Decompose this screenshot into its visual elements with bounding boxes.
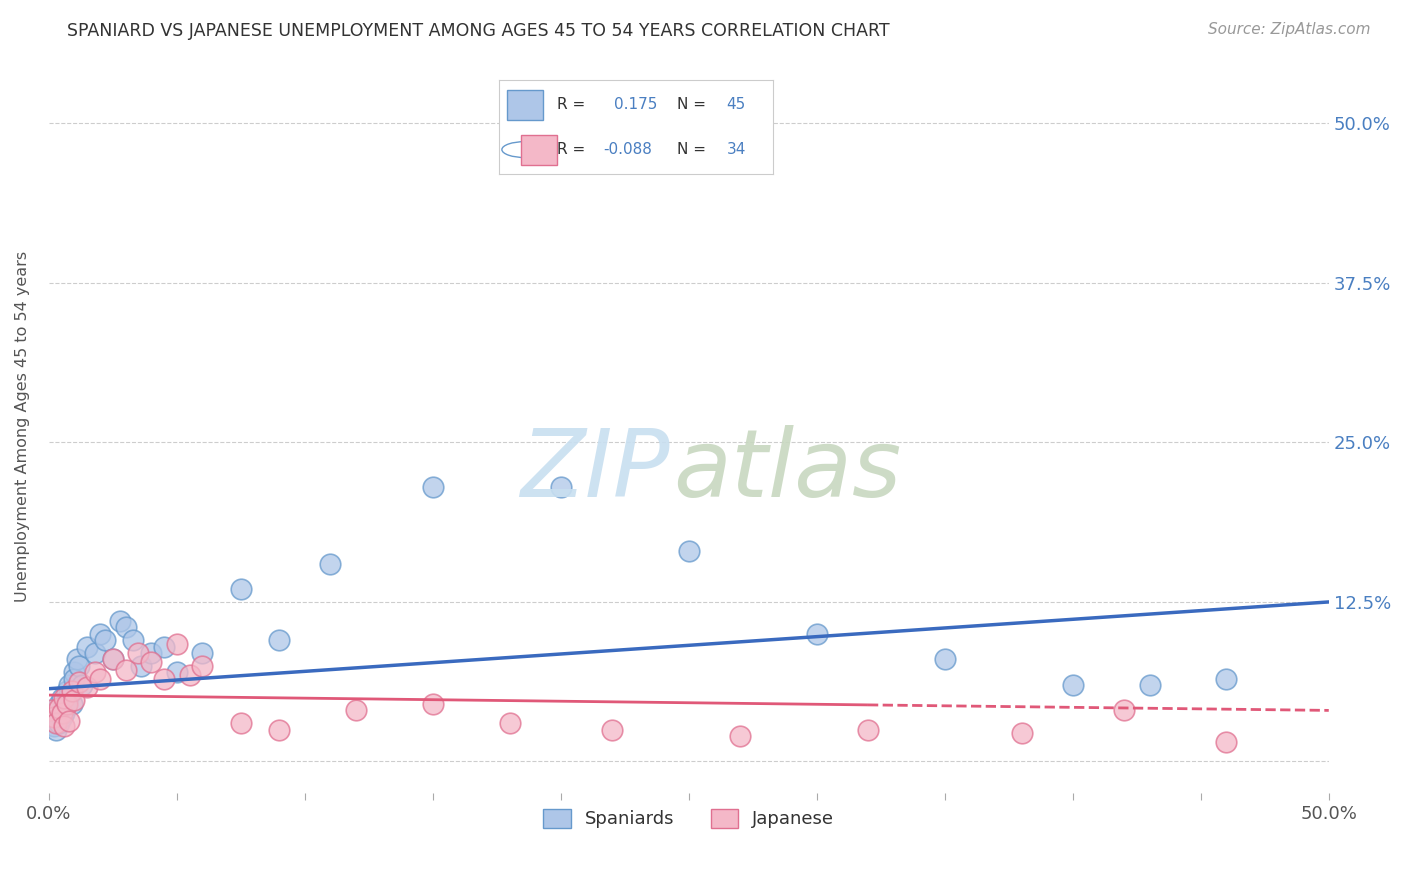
Point bbox=[678, 544, 700, 558]
Point bbox=[319, 557, 342, 571]
Point bbox=[76, 681, 98, 695]
Point bbox=[166, 637, 188, 651]
Point bbox=[127, 646, 149, 660]
Text: Source: ZipAtlas.com: Source: ZipAtlas.com bbox=[1208, 22, 1371, 37]
Point bbox=[1139, 678, 1161, 692]
Point bbox=[83, 646, 105, 660]
Point bbox=[422, 480, 444, 494]
Point bbox=[53, 690, 76, 705]
Point bbox=[122, 633, 145, 648]
Text: -0.088: -0.088 bbox=[603, 142, 652, 157]
Point bbox=[70, 678, 93, 692]
Point bbox=[269, 633, 291, 648]
Point bbox=[1011, 726, 1033, 740]
Point bbox=[229, 716, 252, 731]
Point bbox=[83, 665, 105, 679]
Point bbox=[69, 658, 91, 673]
Text: 34: 34 bbox=[727, 142, 747, 157]
Point bbox=[934, 652, 956, 666]
Point bbox=[51, 690, 73, 705]
Point bbox=[114, 663, 136, 677]
Point bbox=[45, 716, 67, 731]
Point bbox=[51, 706, 73, 720]
Text: atlas: atlas bbox=[673, 425, 901, 516]
Point bbox=[166, 665, 188, 679]
Text: N =: N = bbox=[678, 142, 706, 157]
Point bbox=[806, 627, 828, 641]
Point bbox=[45, 703, 67, 717]
Point bbox=[229, 582, 252, 597]
Point bbox=[55, 693, 77, 707]
Point bbox=[129, 658, 152, 673]
Text: 0.175: 0.175 bbox=[614, 97, 658, 112]
FancyBboxPatch shape bbox=[522, 135, 557, 164]
Text: R =: R = bbox=[557, 142, 585, 157]
Point bbox=[191, 658, 214, 673]
Point bbox=[63, 693, 86, 707]
Point bbox=[422, 697, 444, 711]
Point bbox=[51, 710, 73, 724]
Point bbox=[55, 684, 77, 698]
Point bbox=[39, 703, 62, 717]
FancyBboxPatch shape bbox=[508, 89, 543, 120]
Point bbox=[1112, 703, 1135, 717]
Point bbox=[94, 633, 117, 648]
Text: N =: N = bbox=[678, 97, 706, 112]
Point bbox=[53, 719, 76, 733]
Point bbox=[66, 652, 89, 666]
Point bbox=[55, 697, 77, 711]
Point bbox=[1062, 678, 1084, 692]
Point bbox=[60, 697, 83, 711]
Point bbox=[42, 714, 65, 728]
Point bbox=[89, 672, 111, 686]
Point bbox=[550, 480, 572, 494]
Text: 45: 45 bbox=[727, 97, 747, 112]
Point bbox=[141, 655, 163, 669]
Point bbox=[141, 646, 163, 660]
Point bbox=[153, 672, 176, 686]
Point bbox=[101, 652, 124, 666]
Point bbox=[191, 646, 214, 660]
Point bbox=[344, 703, 367, 717]
Circle shape bbox=[502, 142, 548, 158]
Point bbox=[153, 640, 176, 654]
Point bbox=[89, 627, 111, 641]
Text: R =: R = bbox=[557, 97, 585, 112]
Point bbox=[63, 665, 86, 679]
Point bbox=[856, 723, 879, 737]
Point bbox=[58, 714, 80, 728]
Point bbox=[69, 675, 91, 690]
Legend: Spaniards, Japanese: Spaniards, Japanese bbox=[536, 802, 841, 836]
Text: ZIP: ZIP bbox=[520, 425, 669, 516]
Point bbox=[114, 620, 136, 634]
Point bbox=[728, 729, 751, 743]
Point bbox=[76, 640, 98, 654]
Point bbox=[48, 701, 70, 715]
Point bbox=[45, 723, 67, 737]
Point bbox=[110, 614, 132, 628]
Point bbox=[39, 706, 62, 720]
Point bbox=[48, 716, 70, 731]
Point bbox=[1215, 672, 1237, 686]
Point bbox=[63, 672, 86, 686]
Point bbox=[42, 710, 65, 724]
Point bbox=[1215, 735, 1237, 749]
Point bbox=[269, 723, 291, 737]
Point bbox=[600, 723, 623, 737]
Point bbox=[58, 678, 80, 692]
Point bbox=[101, 652, 124, 666]
Text: SPANIARD VS JAPANESE UNEMPLOYMENT AMONG AGES 45 TO 54 YEARS CORRELATION CHART: SPANIARD VS JAPANESE UNEMPLOYMENT AMONG … bbox=[67, 22, 890, 40]
Point bbox=[498, 716, 520, 731]
Point bbox=[60, 684, 83, 698]
Point bbox=[42, 719, 65, 733]
Point bbox=[48, 697, 70, 711]
Y-axis label: Unemployment Among Ages 45 to 54 years: Unemployment Among Ages 45 to 54 years bbox=[15, 251, 30, 602]
Point bbox=[58, 688, 80, 702]
Point bbox=[179, 667, 201, 681]
Point bbox=[53, 706, 76, 720]
Point bbox=[53, 701, 76, 715]
